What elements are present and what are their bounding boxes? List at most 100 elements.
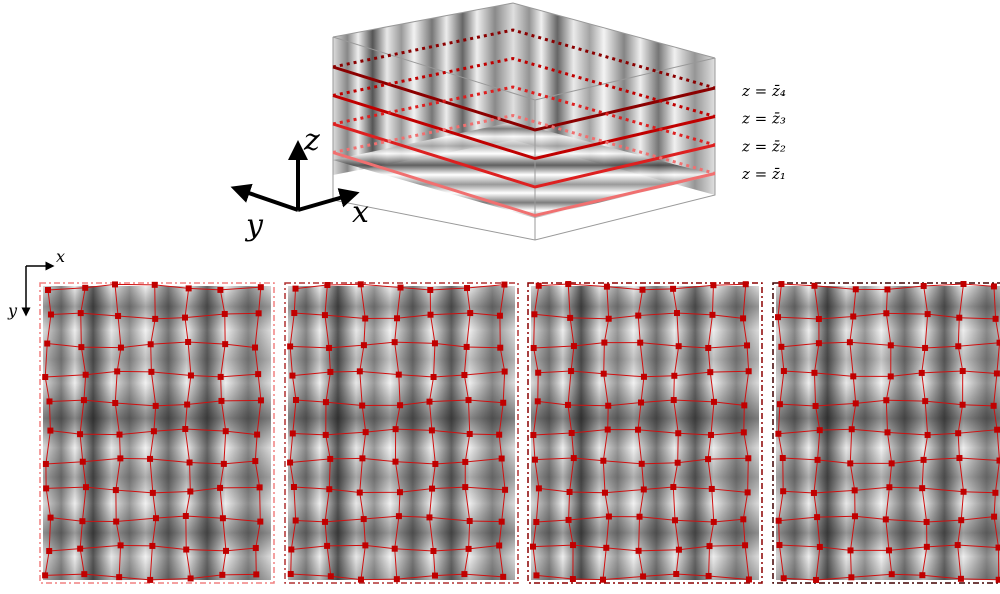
grid-node — [958, 517, 964, 523]
grid-node — [710, 282, 716, 288]
grid-node — [852, 513, 858, 519]
grid-node — [392, 459, 398, 465]
grid-node — [532, 457, 538, 463]
grid-node — [922, 345, 928, 351]
grid-node — [635, 427, 641, 433]
grid-node — [82, 285, 88, 291]
grid-node — [567, 489, 573, 495]
grid-node — [919, 572, 925, 578]
grid-node — [43, 485, 49, 491]
grid-node — [499, 456, 505, 462]
grid-node — [44, 341, 50, 347]
grid-node — [601, 371, 607, 377]
grid-node — [996, 545, 1000, 551]
grid-node — [253, 571, 259, 577]
grid-node — [499, 519, 505, 525]
grid-node — [676, 343, 682, 349]
grid-node — [327, 456, 333, 462]
grid-node — [847, 339, 853, 345]
grid-node — [670, 286, 676, 292]
grid-node — [322, 312, 328, 318]
grid-node — [853, 286, 859, 292]
grid-node — [151, 428, 157, 434]
grid-node — [118, 345, 124, 351]
grid-node — [502, 487, 508, 493]
grid-node — [742, 542, 748, 548]
grid-node — [705, 456, 711, 462]
grid-node — [112, 400, 118, 406]
grid-node — [535, 398, 541, 404]
grid-node — [811, 370, 817, 376]
slice-image-overlay — [288, 286, 515, 580]
grid-node — [814, 514, 820, 520]
axis-label-y: y — [244, 208, 264, 243]
grid-node — [811, 283, 817, 289]
grid-node — [816, 340, 822, 346]
grid-node — [392, 339, 398, 345]
grid-node — [289, 373, 295, 379]
grid-node — [359, 403, 365, 409]
grid-node — [42, 374, 48, 380]
grid-node — [811, 490, 817, 496]
grid-node — [428, 312, 434, 318]
grid-node — [461, 571, 467, 577]
grid-node — [254, 432, 260, 438]
grid-node — [850, 313, 856, 319]
grid-node — [533, 519, 539, 525]
grid-node — [117, 432, 123, 438]
grid-node — [740, 315, 746, 321]
grid-node — [672, 517, 678, 523]
grid-node — [322, 519, 328, 525]
grid-node — [114, 368, 120, 374]
grid-node — [432, 340, 438, 346]
grid-node — [705, 345, 711, 351]
grid-node — [641, 374, 647, 380]
grid-node — [775, 314, 781, 320]
grid-node — [255, 371, 261, 377]
grid-node — [955, 430, 961, 436]
slice-panel — [773, 281, 1000, 583]
grid-node — [496, 432, 502, 438]
grid-node — [394, 315, 400, 321]
grid-node — [605, 403, 611, 409]
grid-node — [252, 345, 258, 351]
grid-node — [849, 426, 855, 432]
grid-node — [426, 399, 432, 405]
grid-node — [357, 368, 363, 374]
grid-node — [605, 427, 611, 433]
grid-node — [47, 428, 53, 434]
grid-node — [358, 577, 364, 583]
grid-node — [153, 515, 159, 521]
grid-node — [888, 342, 894, 348]
grid-node — [925, 311, 931, 317]
grid-node — [567, 315, 573, 321]
grid-node — [531, 345, 537, 351]
grid-node — [223, 548, 229, 554]
grid-node — [257, 519, 263, 525]
grid-node — [48, 311, 54, 317]
grid-node — [741, 429, 747, 435]
grid-node — [293, 286, 299, 292]
grid-node — [852, 487, 858, 493]
grid-node — [466, 546, 472, 552]
grid-node — [816, 316, 822, 322]
grid-node — [638, 400, 644, 406]
grid-node — [187, 459, 193, 465]
grid-node — [924, 544, 930, 550]
grid-node — [183, 547, 189, 553]
grid-node — [531, 311, 537, 317]
grid-node — [42, 572, 48, 578]
grid-node — [152, 282, 158, 288]
grid-node — [850, 373, 856, 379]
grid-node — [80, 459, 86, 465]
grid-node — [257, 484, 263, 490]
grid-node — [392, 546, 398, 552]
grid-node — [362, 316, 368, 322]
volume — [333, 3, 715, 240]
grid-node — [464, 344, 470, 350]
grid-node — [956, 315, 962, 321]
grid-node — [815, 457, 821, 463]
grid-node — [889, 460, 895, 466]
grid-node — [997, 340, 1000, 346]
grid-node — [961, 489, 967, 495]
